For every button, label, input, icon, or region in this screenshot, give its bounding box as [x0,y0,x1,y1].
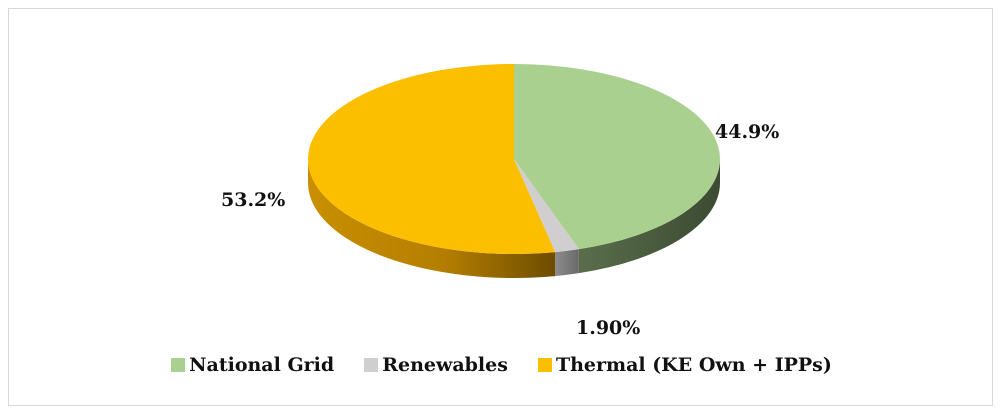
pie-sides [308,159,720,279]
legend-item-thermal: Thermal (KE Own + IPPs) [537,354,832,376]
legend-item-renewables: Renewables [364,354,508,376]
pie-slice-national-grid [514,64,720,250]
legend-swatch-thermal [537,358,552,372]
data-label-national-grid: 44.9% [715,121,780,143]
chart-area: 44.9% 1.90% 53.2% National Grid Renewabl… [8,8,993,406]
pie-side-thermal [308,159,556,279]
data-label-renewables: 1.90% [576,317,641,339]
pie-tops [308,64,720,254]
legend-swatch-renewables [364,358,379,372]
pie-slice-thermal [308,64,556,254]
pie-side-renewables [555,249,579,277]
pie-slice-renewables [514,159,579,253]
data-label-thermal: 53.2% [221,189,286,211]
legend: National Grid Renewables Thermal (KE Own… [9,354,994,376]
pie-side-national-grid [578,159,720,274]
legend-label-thermal: Thermal (KE Own + IPPs) [555,354,832,376]
legend-item-national-grid: National Grid [171,354,334,376]
legend-label-national-grid: National Grid [189,354,335,376]
pie-chart [308,64,720,279]
legend-swatch-national-grid [171,358,186,372]
legend-label-renewables: Renewables [382,354,508,376]
